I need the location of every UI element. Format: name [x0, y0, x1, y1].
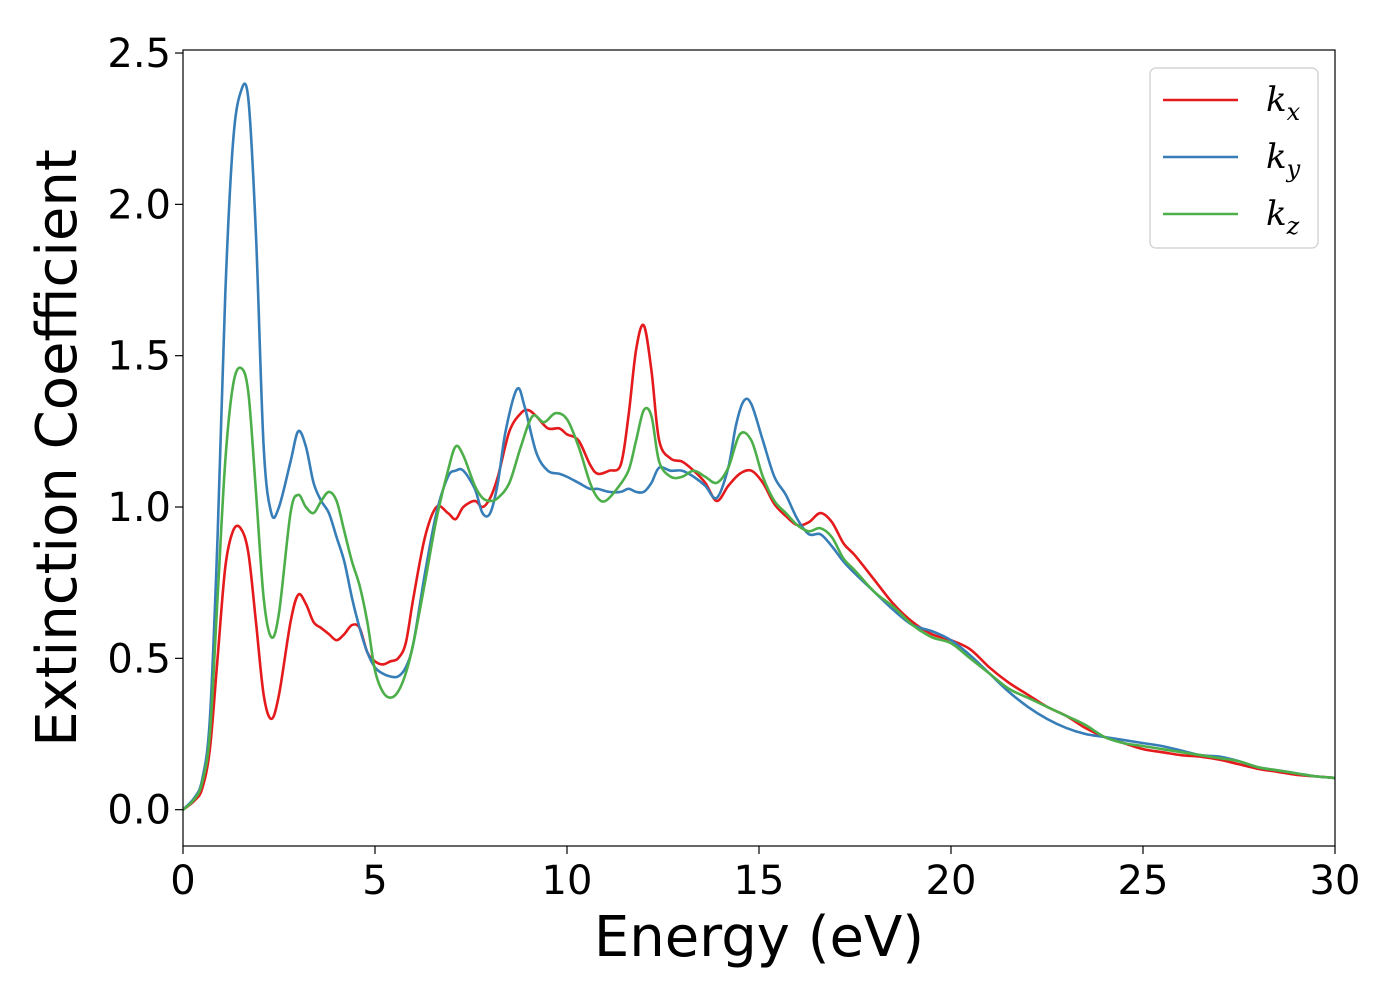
x-tick-label: 20: [926, 858, 977, 904]
x-axis-title: Energy (eV): [594, 905, 924, 970]
legend-label-main: k: [1266, 137, 1287, 177]
legend-label-main: k: [1266, 194, 1287, 234]
x-axis-ticks: 0 5 10 15 20 25 30: [170, 846, 1360, 904]
y-tick-label: 0.5: [107, 636, 171, 682]
y-axis-title: Extinction Coefficient: [25, 149, 90, 747]
x-tick-label: 0: [170, 858, 195, 904]
x-tick-label: 15: [734, 858, 785, 904]
x-tick-label: 25: [1118, 858, 1169, 904]
y-axis-ticks: 0.0 0.5 1.0 1.5 2.0 2.5: [107, 31, 183, 834]
y-tick-label: 1.5: [107, 334, 171, 380]
x-tick-label: 10: [542, 858, 593, 904]
series-lines: [183, 82, 1335, 811]
y-tick-label: 2.0: [107, 182, 171, 228]
series-line-kz: [183, 366, 1335, 811]
series-line-kx: [183, 323, 1335, 811]
x-tick-label: 5: [362, 858, 387, 904]
legend-label-ky: ky: [1266, 137, 1301, 183]
legend-label-kz: kz: [1266, 194, 1300, 240]
legend-label-kx: kx: [1266, 80, 1301, 126]
legend-label-subscript: z: [1286, 212, 1300, 240]
y-tick-label: 0.0: [107, 788, 171, 834]
y-tick-label: 2.5: [107, 31, 171, 77]
y-tick-label: 1.0: [107, 485, 171, 531]
legend-label-main: k: [1266, 80, 1287, 120]
legend-label-subscript: y: [1286, 155, 1301, 183]
x-tick-label: 30: [1310, 858, 1361, 904]
legend-label-subscript: x: [1287, 98, 1301, 126]
